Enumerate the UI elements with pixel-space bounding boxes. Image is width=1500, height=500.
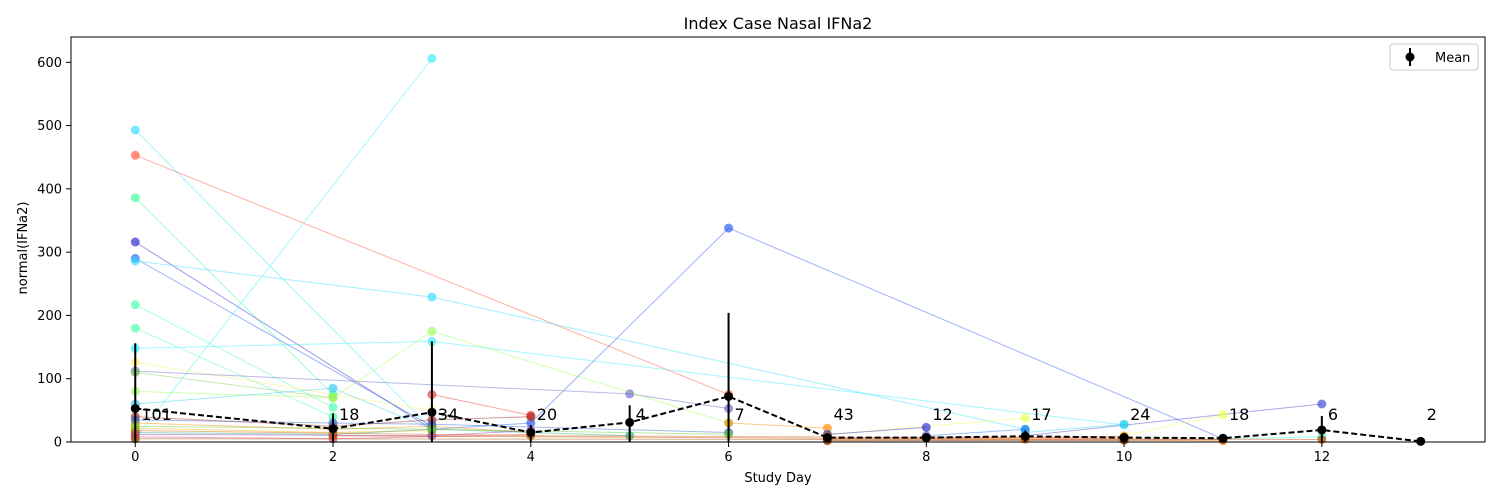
subject-point-23-1 — [1020, 424, 1030, 434]
subject-point-13-1 — [427, 54, 437, 63]
subject-line-31 — [135, 419, 729, 433]
subject-line-6 — [135, 304, 334, 408]
count-label-2: 34 — [438, 405, 458, 424]
mean-point-0 — [130, 403, 140, 413]
subject-point-14-1 — [328, 383, 338, 393]
subject-point-12-2 — [427, 326, 437, 336]
y-tick-label-2: 200 — [37, 309, 62, 324]
subject-line-9 — [135, 361, 432, 411]
subject-line-23 — [926, 428, 1026, 437]
subject-line-2 — [134, 197, 334, 395]
mean-point-12 — [1416, 436, 1426, 446]
subject-line-24 — [1222, 436, 1322, 440]
count-label-5: 7 — [735, 405, 745, 424]
x-tick-label-6: 12 — [1314, 450, 1331, 465]
subject-line-13 — [134, 58, 433, 440]
subject-line-15 — [431, 227, 1224, 440]
x-tick-label-0: 0 — [131, 450, 139, 465]
subject-point-2-0 — [130, 193, 140, 203]
chart-title: Index Case Nasal IFNa2 — [684, 14, 873, 33]
mean-point-10 — [1218, 433, 1228, 443]
mean-point-6 — [822, 433, 832, 443]
y-tick-label-5: 500 — [37, 119, 62, 134]
count-label-12: 2 — [1427, 405, 1437, 424]
count-label-3: 20 — [537, 405, 557, 424]
x-tick-label-2: 4 — [527, 450, 535, 465]
x-tick-label-4: 8 — [922, 450, 930, 465]
subject-line-3 — [135, 241, 433, 430]
count-label-8: 17 — [1031, 405, 1051, 424]
subject-point-6-1 — [328, 402, 338, 412]
subject-point-26-3 — [526, 412, 536, 422]
mean-point-9 — [1119, 433, 1129, 443]
subject-line-22 — [827, 426, 927, 435]
count-label-0: 101 — [141, 405, 172, 424]
x-tick-label-1: 2 — [329, 450, 337, 465]
y-tick-label-1: 100 — [37, 372, 62, 387]
count-label-4: 4 — [636, 405, 646, 424]
subject-point-5-1 — [427, 292, 437, 302]
subject-line-11 — [135, 371, 334, 399]
subject-point-22-1 — [921, 422, 931, 432]
count-label-6: 43 — [833, 405, 853, 424]
subject-point-6-0 — [130, 300, 140, 310]
subject-point-5-0 — [130, 256, 140, 266]
mean-series-layer — [130, 312, 1426, 446]
mean-point-5 — [724, 391, 734, 401]
count-labels-layer: 101 18 34 20 4 7 43 12 17 24 18 6 2 — [141, 405, 1437, 424]
subject-line-21 — [1025, 423, 1125, 433]
count-label-9: 24 — [1130, 405, 1150, 424]
mean-point-2 — [427, 407, 437, 417]
subject-point-7-0 — [130, 323, 140, 333]
subject-line-26 — [135, 416, 531, 427]
y-tick-label-0: 0 — [54, 436, 62, 451]
count-label-1: 18 — [339, 405, 359, 424]
x-tick-label-3: 6 — [724, 450, 732, 465]
count-label-10: 18 — [1229, 405, 1249, 424]
subject-line-17 — [431, 394, 531, 416]
y-tick-label-6: 600 — [37, 56, 62, 71]
legend-box — [1389, 43, 1479, 71]
subject-line-16 — [1025, 403, 1322, 437]
subject-line-7 — [135, 327, 334, 418]
legend-entry-mean: Mean — [1435, 51, 1470, 66]
mean-point-4 — [625, 417, 635, 427]
mean-point-7 — [921, 433, 931, 443]
subject-line-12 — [135, 330, 729, 424]
x-axis-title: Study Day — [744, 471, 812, 486]
subject-line-1 — [135, 154, 729, 395]
mean-point-8 — [1020, 431, 1030, 441]
subject-point-15-1 — [526, 418, 536, 428]
subject-point-16-1 — [1317, 399, 1327, 409]
subject-line-25 — [135, 422, 531, 433]
subject-point-12-1 — [328, 393, 338, 403]
y-tick-label-3: 300 — [37, 246, 62, 261]
plot-frame — [70, 36, 1486, 443]
subject-point-18-1 — [822, 423, 832, 433]
count-label-7: 12 — [932, 405, 952, 424]
count-label-11: 6 — [1328, 405, 1338, 424]
subject-line-20 — [1123, 414, 1224, 437]
subject-line-4 — [135, 258, 433, 427]
subject-point-20-1 — [1218, 410, 1228, 420]
subject-point-21-1 — [1119, 419, 1129, 429]
subject-line-0 — [134, 129, 433, 430]
x-tick-label-5: 10 — [1116, 450, 1133, 465]
subject-point-3-0 — [130, 237, 140, 247]
mean-point-3 — [526, 428, 536, 438]
subject-point-19-1 — [1020, 413, 1030, 423]
subject-point-1-0 — [130, 150, 140, 160]
mean-point-11 — [1317, 425, 1327, 435]
subject-point-10-1 — [625, 389, 635, 399]
subject-line-18 — [728, 422, 828, 429]
legend: Mean — [1389, 43, 1479, 71]
mean-point-1 — [328, 424, 338, 434]
subject-point-0-0 — [130, 125, 140, 135]
y-tick-label-4: 400 — [37, 182, 62, 197]
legend-mean-marker — [1405, 52, 1415, 62]
subject-point-15-2 — [724, 223, 734, 233]
y-axis-title: normal(IFNa2) — [16, 202, 31, 295]
